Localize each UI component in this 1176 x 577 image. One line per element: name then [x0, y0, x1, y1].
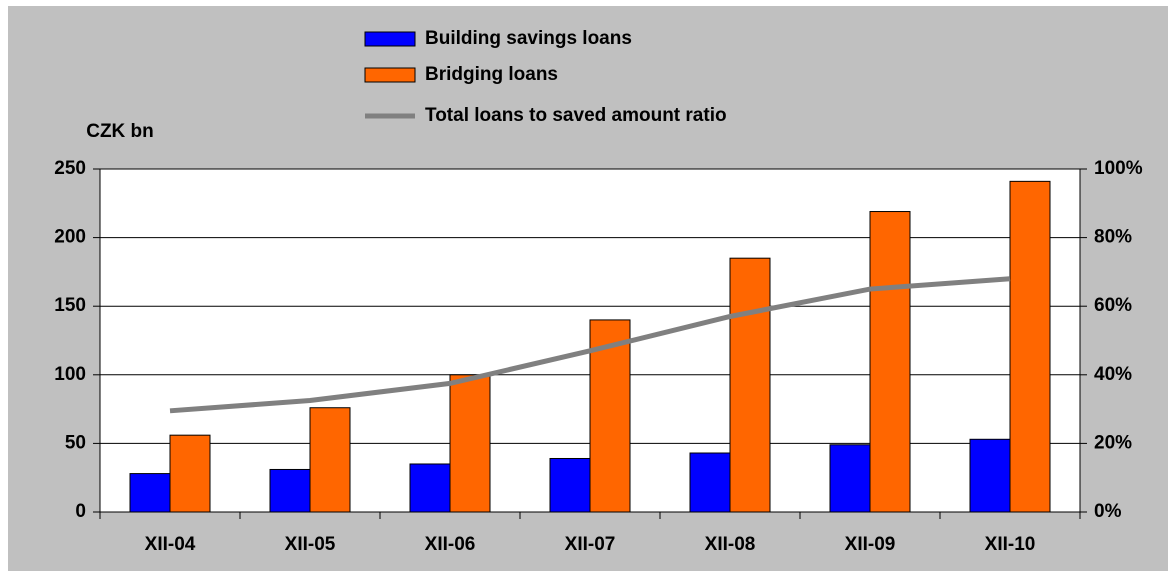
bar	[869, 211, 911, 513]
y2-tick-label: 40%	[1094, 364, 1132, 385]
y-tick-label: 150	[54, 295, 86, 316]
y-tick-label: 0	[75, 501, 86, 522]
bar	[409, 463, 451, 513]
legend-swatch	[364, 31, 416, 47]
y2-tick-label: 80%	[1094, 227, 1132, 248]
bar	[689, 452, 731, 513]
bar	[169, 434, 211, 513]
x-tick-label: XII-05	[285, 534, 336, 555]
bar	[589, 319, 631, 513]
y-tick-label: 50	[65, 432, 86, 453]
bar	[269, 468, 311, 513]
legend-label: Building savings loans	[425, 28, 632, 49]
legend-swatch	[364, 67, 416, 83]
bar	[449, 374, 491, 513]
y2-tick-label: 0%	[1094, 501, 1122, 522]
bar	[549, 457, 591, 513]
bar	[829, 444, 871, 513]
y-tick-label: 100	[54, 364, 86, 385]
x-tick-label: XII-04	[145, 534, 196, 555]
legend-label: Bridging loans	[425, 64, 558, 85]
line	[169, 276, 1011, 414]
bar	[1009, 180, 1051, 513]
x-tick-label: XII-10	[985, 534, 1036, 555]
x-tick-label: XII-09	[845, 534, 896, 555]
bar	[129, 473, 171, 513]
bar	[969, 438, 1011, 513]
x-tick-label: XII-06	[425, 534, 476, 555]
x-tick-label: XII-08	[705, 534, 756, 555]
y-axis-label: CZK bn	[86, 121, 154, 142]
bar	[309, 407, 351, 513]
x-tick-label: XII-07	[565, 534, 616, 555]
y2-tick-label: 60%	[1094, 295, 1132, 316]
bar	[729, 257, 771, 513]
legend-label: Total loans to saved amount ratio	[425, 105, 727, 126]
y2-tick-label: 20%	[1094, 432, 1132, 453]
y2-tick-label: 100%	[1094, 158, 1143, 179]
y-tick-label: 250	[54, 158, 86, 179]
y-tick-label: 200	[54, 227, 86, 248]
